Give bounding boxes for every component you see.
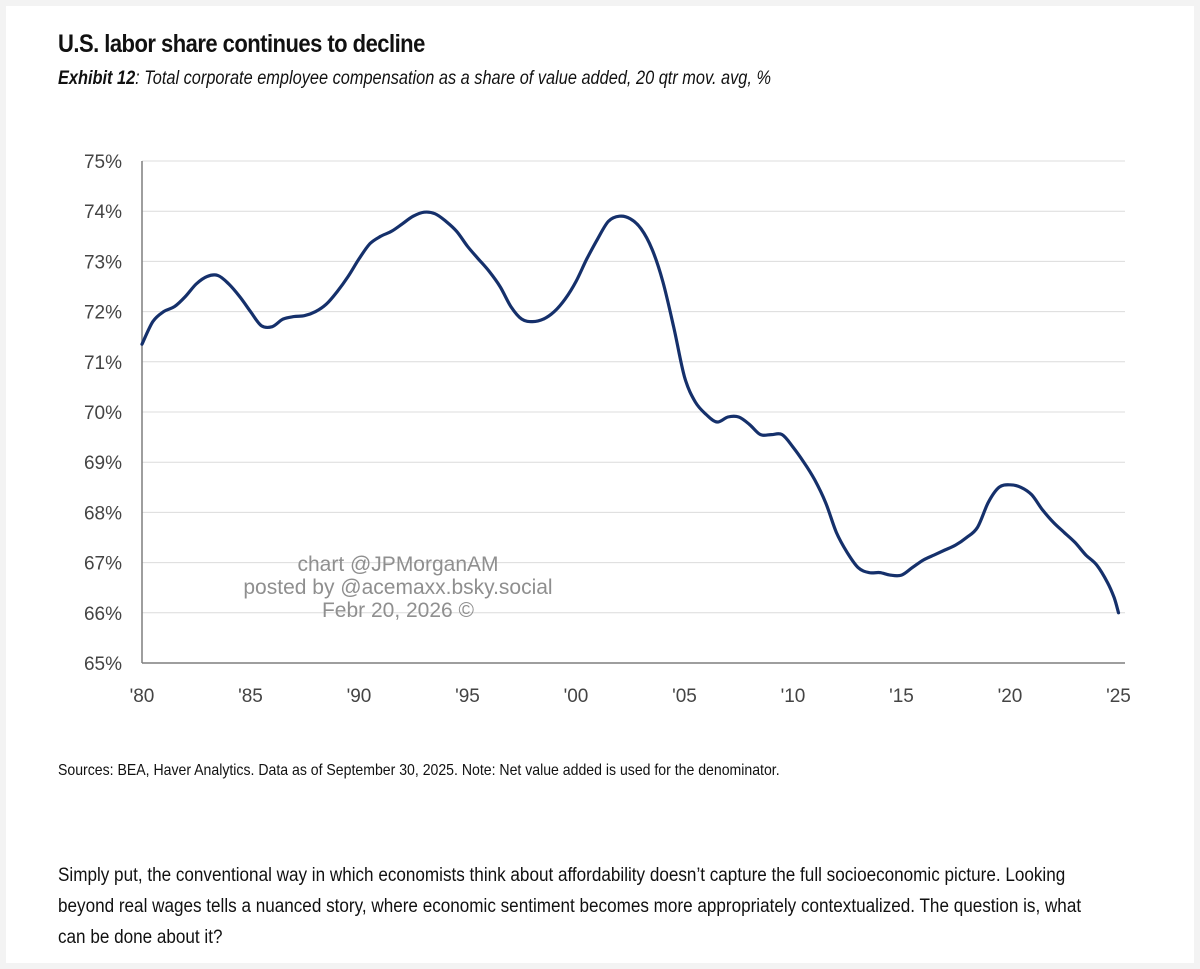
y-tick-label: 71% xyxy=(84,353,122,374)
watermark-line-3: Febr 20, 2026 © xyxy=(321,599,475,622)
x-tick-label: '80 xyxy=(130,686,155,707)
y-tick-label: 69% xyxy=(84,453,122,474)
chart-title: U.S. labor share continues to decline xyxy=(58,30,425,58)
x-tick-label: '05 xyxy=(672,686,697,707)
x-tick-label: '10 xyxy=(781,686,806,707)
x-tick-label: '00 xyxy=(564,686,589,707)
y-tick-label: 66% xyxy=(84,604,122,625)
x-axis-tick-labels: '80 '85 '90 '95 '00 '05 '10 '15 '20 '25 xyxy=(130,686,1131,707)
y-tick-label: 74% xyxy=(84,202,122,223)
y-tick-label: 70% xyxy=(84,403,122,424)
chart-subtitle: Exhibit 12: Total corporate employee com… xyxy=(58,68,771,90)
y-axis-tick-labels: 65% 66% 67% 68% 69% 70% 71% 72% 73% 74% 75% xyxy=(84,152,122,675)
x-tick-label: '15 xyxy=(889,686,914,707)
x-tick-label: '85 xyxy=(238,686,263,707)
y-tick-label: 75% xyxy=(84,152,122,173)
subtitle-text: : Total corporate employee compensation … xyxy=(135,68,772,89)
gridlines xyxy=(142,160,1125,614)
x-tick-label: '90 xyxy=(347,686,372,707)
series-line-labor-share xyxy=(140,210,1121,615)
watermark-line-1: chart @JPMorganAM xyxy=(297,553,499,576)
x-tick-label: '25 xyxy=(1106,686,1131,707)
x-tick-label: '20 xyxy=(998,686,1023,707)
watermark: chart @JPMorganAM posted by @acemaxx.bsk… xyxy=(218,553,578,622)
y-tick-label: 67% xyxy=(84,554,122,575)
y-tick-label: 73% xyxy=(84,252,122,273)
watermark-line-2: posted by @acemaxx.bsky.social xyxy=(243,576,553,599)
y-tick-label: 72% xyxy=(84,303,122,324)
report-page xyxy=(6,6,1194,963)
y-tick-label: 65% xyxy=(84,654,122,675)
exhibit-label: Exhibit 12 xyxy=(58,68,136,89)
body-paragraph: Simply put, the conventional way in whic… xyxy=(58,865,1082,948)
x-tick-label: '95 xyxy=(455,686,480,707)
source-note: Sources: BEA, Haver Analytics. Data as o… xyxy=(58,762,780,779)
y-tick-label: 68% xyxy=(84,503,122,524)
